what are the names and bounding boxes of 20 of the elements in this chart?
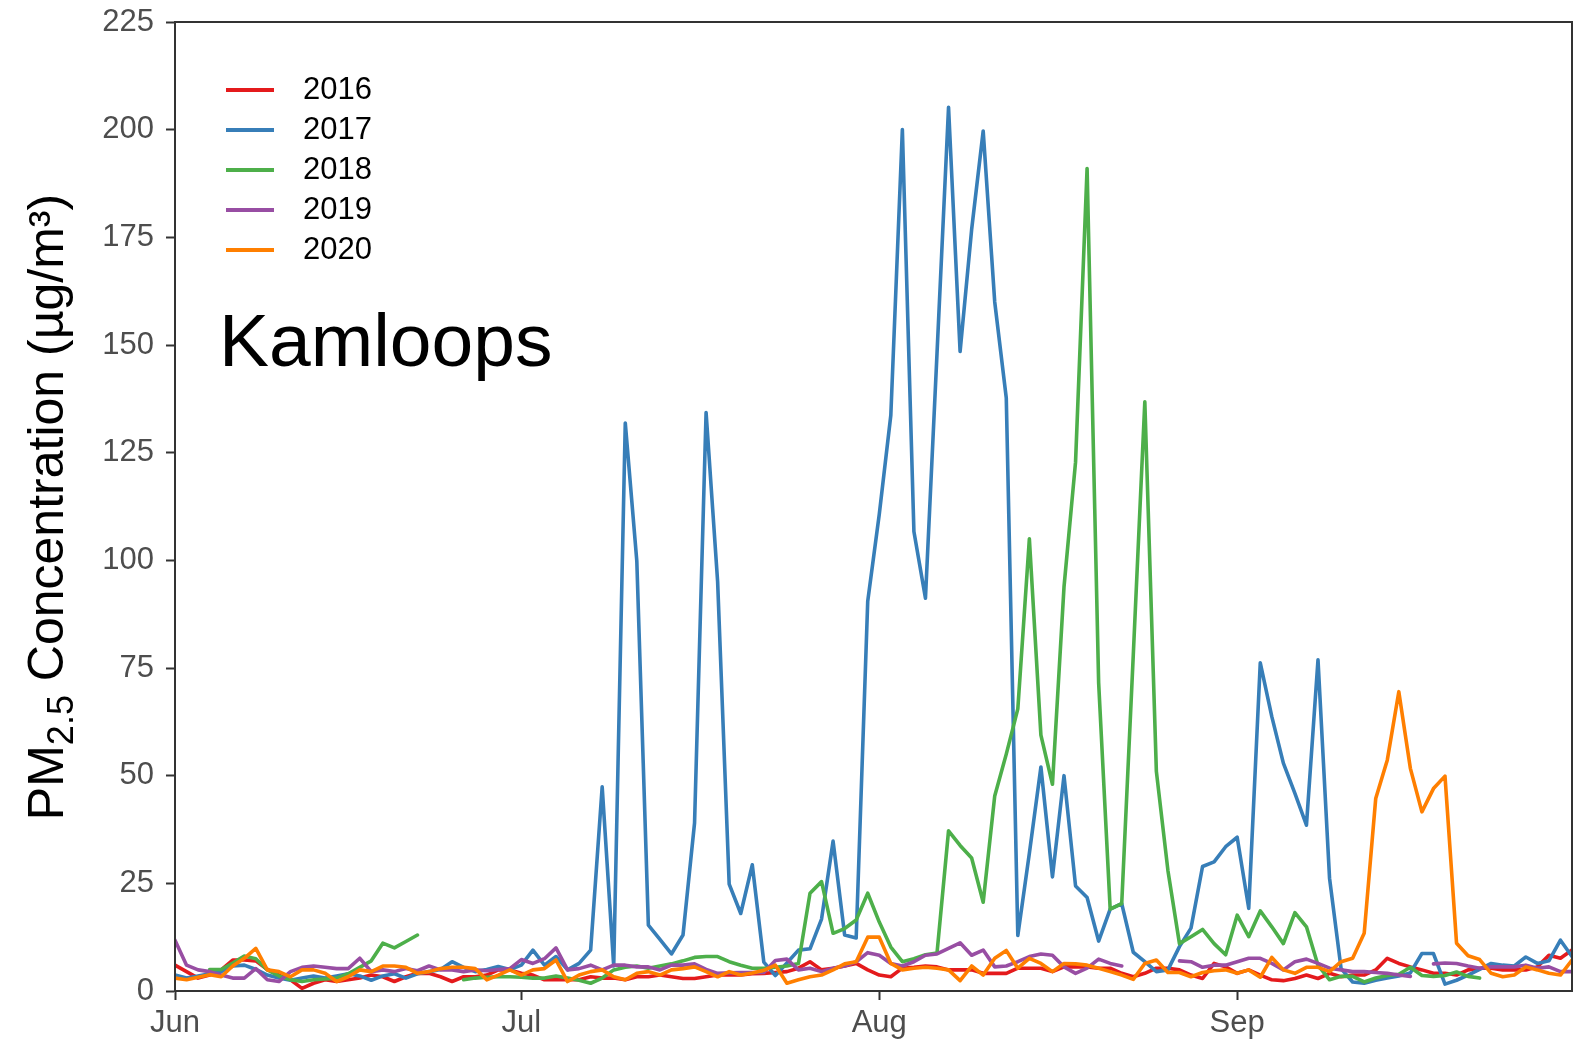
x-tick-label: Jul — [501, 1004, 542, 1040]
legend-label: 2016 — [303, 70, 372, 106]
x-tick-label: Aug — [851, 1004, 907, 1040]
y-tick-label: 100 — [102, 540, 154, 576]
y-tick-label: 150 — [102, 325, 154, 361]
legend-label: 2020 — [303, 230, 372, 266]
x-tick-label: Sep — [1209, 1004, 1265, 1040]
legend-label: 2018 — [303, 150, 372, 186]
y-tick-label: 25 — [119, 863, 154, 899]
y-tick-label: 175 — [102, 217, 154, 253]
x-tick-label: Jun — [150, 1004, 200, 1040]
y-tick-label: 125 — [102, 433, 154, 469]
legend-label: 2019 — [303, 190, 372, 226]
y-tick-label: 225 — [102, 2, 154, 38]
y-tick-label: 50 — [119, 756, 154, 792]
annotation: Kamloops — [219, 298, 553, 382]
y-tick-label: 75 — [119, 648, 154, 684]
y-tick-label: 0 — [136, 971, 154, 1007]
y-tick-label: 200 — [102, 110, 154, 146]
legend-label: 2017 — [303, 110, 372, 146]
